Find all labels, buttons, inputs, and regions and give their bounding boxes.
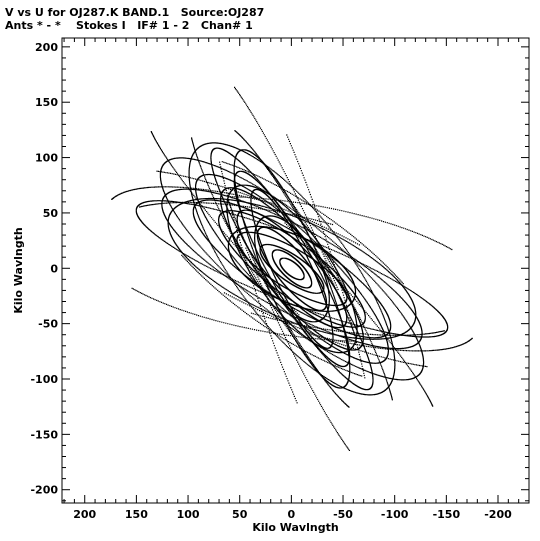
data-points xyxy=(111,86,473,452)
y-tick-label: -50 xyxy=(38,318,58,331)
x-axis-label: Kilo Wavlngth xyxy=(252,521,338,534)
uv-track-10 xyxy=(236,231,348,307)
uv-track-26 xyxy=(188,142,396,396)
uv-track-1 xyxy=(111,186,473,352)
uv-track-31 xyxy=(150,131,434,407)
y-tick-label: 200 xyxy=(35,41,58,54)
x-tick-label: -100 xyxy=(381,508,409,521)
y-axis-label: Kilo Wavlngth xyxy=(12,227,25,313)
chart-subtitle: Ants * - * Stokes I IF# 1 - 2 Chan# 1 xyxy=(5,19,253,32)
x-tick-label: 50 xyxy=(232,508,248,521)
uv-track-3 xyxy=(159,157,425,381)
chart-title: V vs U for OJ287.K BAND.1 Source:OJ287 xyxy=(5,6,265,19)
x-tick-label: -200 xyxy=(484,508,512,521)
plot-frame xyxy=(61,37,530,504)
uv-track-6 xyxy=(192,199,392,339)
x-tick-label: -50 xyxy=(333,508,353,521)
x-tick-label: 100 xyxy=(177,508,200,521)
y-tick-label: 0 xyxy=(50,262,58,275)
axis-ticks xyxy=(62,38,530,503)
y-tick-label: 150 xyxy=(35,96,58,109)
y-tick-label: -150 xyxy=(30,428,58,441)
y-tick-label: -100 xyxy=(30,373,58,386)
x-tick-label: 0 xyxy=(288,508,296,521)
tick-labels: 200 150 100 50 0 -50 -100 -150 -200 200 150 100 50 0 -… xyxy=(30,41,512,521)
x-tick-label: 200 xyxy=(73,508,96,521)
uv-track-27 xyxy=(167,197,417,340)
y-tick-label: 100 xyxy=(35,152,58,165)
uv-track-14 xyxy=(279,257,305,281)
uv-track-29 xyxy=(227,225,357,312)
x-tick-label: 150 xyxy=(125,508,148,521)
y-tick-label: -200 xyxy=(30,484,58,497)
uv-track-13 xyxy=(271,249,313,289)
uv-track-23 xyxy=(131,196,453,342)
x-tick-label: -150 xyxy=(433,508,461,521)
uv-track-12 xyxy=(259,243,325,294)
uv-track-21 xyxy=(219,134,366,404)
y-tick-label: 50 xyxy=(43,207,59,220)
